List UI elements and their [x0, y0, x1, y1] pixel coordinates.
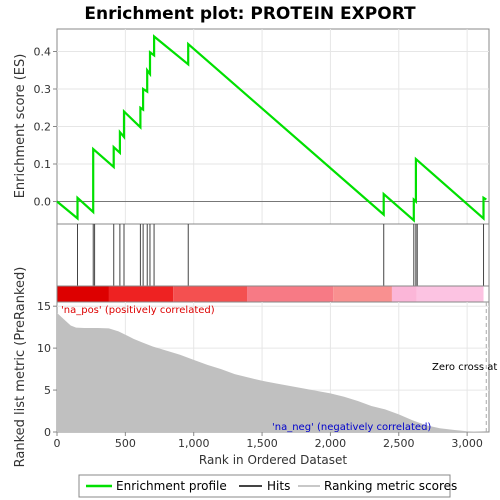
x-tick-label: 2,000 [315, 437, 347, 450]
x-tick-label: 0 [54, 437, 61, 450]
x-tick-label: 2,500 [383, 437, 415, 450]
chart-title: Enrichment plot: PROTEIN EXPORT [84, 4, 416, 24]
metric-panel: 0 5 10 15 0 500 1,000 1,500 2,000 2,500 3,000 'na… [13, 267, 500, 468]
metric-y-tick-label: 5 [44, 384, 51, 397]
zero-cross-annotation: Zero cross at 3 [432, 362, 500, 373]
positive-annotation: 'na_pos' (positively correlated) [61, 305, 215, 316]
legend-label-enrichment-profile: Enrichment profile [116, 479, 227, 493]
enrichment-profile-line [56, 34, 487, 223]
x-tick-label: 1,500 [246, 437, 278, 450]
es-y-tick-label: 0.1 [34, 158, 52, 171]
metric-y-tick-label: 0 [44, 426, 51, 439]
x-tick-label: 1,000 [178, 437, 210, 450]
heatmap-band [173, 286, 248, 302]
heatmap-band [108, 286, 174, 302]
es-y-tick-label: 0.3 [34, 83, 52, 96]
heatmap-band [333, 286, 392, 302]
hits-panel-frame [56, 223, 490, 287]
x-tick-label: 500 [115, 437, 136, 450]
es-y-tick-label: 0.2 [34, 121, 52, 134]
es-y-tick-label: 0.0 [34, 196, 52, 209]
heatmap-band [247, 286, 334, 302]
rank-heatmap [56, 285, 490, 303]
hits-panel [56, 223, 490, 287]
es-y-tick-label: 0.4 [34, 46, 52, 59]
es-y-axis-label: Enrichment score (ES) [13, 54, 28, 199]
heatmap-bands [57, 286, 484, 302]
heatmap-band [57, 286, 109, 302]
heatmap-band [416, 286, 484, 302]
metric-y-axis-label: Ranked list metric (PreRanked) [13, 267, 28, 468]
legend-frame [78, 474, 451, 498]
metric-y-tick-label: 15 [37, 300, 51, 313]
metric-y-ticks: 0 5 10 15 [37, 300, 57, 439]
x-axis-label: Rank in Ordered Dataset [199, 453, 347, 467]
ranking-metric-area [57, 312, 487, 432]
es-y-ticks: 0.0 0.1 0.2 0.3 0.4 [34, 46, 57, 209]
legend: Enrichment profile Hits Ranking metric s… [78, 474, 457, 498]
metric-y-tick-label: 10 [37, 342, 51, 355]
negative-annotation: 'na_neg' (negatively correlated) [272, 422, 431, 433]
x-tick-label: 3,000 [451, 437, 483, 450]
metric-x-ticks: 0 500 1,000 1,500 2,000 2,500 3,000 [54, 432, 483, 450]
hit-marks [77, 224, 485, 286]
legend-label-ranking-metric: Ranking metric scores [324, 479, 457, 493]
legend-label-hits: Hits [267, 479, 290, 493]
heatmap-band [391, 286, 417, 302]
es-panel: 0.0 0.1 0.2 0.3 0.4 Enrichment score (ES) [13, 28, 490, 225]
